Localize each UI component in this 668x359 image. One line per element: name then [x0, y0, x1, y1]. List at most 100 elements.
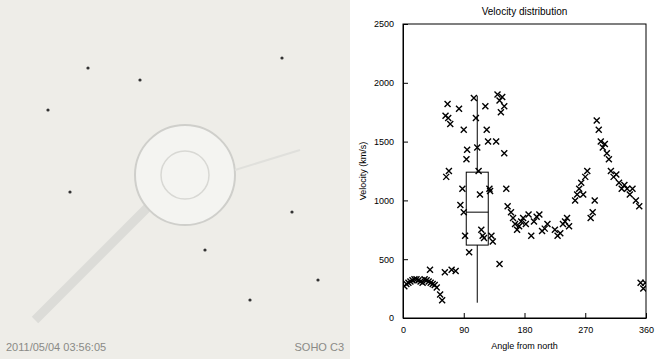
- data-point: [484, 127, 490, 133]
- y-axis-line: [403, 25, 404, 319]
- star: [280, 56, 283, 59]
- data-point: [613, 172, 619, 178]
- data-point: [490, 239, 496, 245]
- y-tick-label: 500: [379, 255, 394, 265]
- data-point: [446, 168, 452, 174]
- data-point: [633, 197, 639, 203]
- x-tick-label: 360: [639, 325, 654, 335]
- data-point: [485, 139, 491, 145]
- data-point: [624, 186, 630, 192]
- y-tick-mark: [403, 142, 408, 143]
- x-tick-mark: [646, 313, 647, 318]
- star: [68, 190, 71, 193]
- x-tick-mark: [525, 313, 526, 318]
- data-point: [498, 109, 504, 115]
- data-point: [582, 174, 588, 180]
- data-point: [493, 139, 499, 145]
- y-tick-mark: [403, 24, 408, 25]
- data-point: [462, 233, 468, 239]
- star: [86, 66, 89, 69]
- data-point: [453, 268, 459, 274]
- x-tick-mark: [585, 313, 586, 318]
- star: [290, 210, 293, 213]
- x-tick-label: 270: [578, 325, 593, 335]
- data-point: [464, 147, 470, 153]
- y-tick-mark: [403, 200, 408, 201]
- x-tick: 180: [517, 313, 532, 335]
- data-point: [503, 186, 509, 192]
- data-point: [471, 95, 477, 101]
- data-point: [642, 280, 646, 286]
- data-point: [445, 101, 451, 107]
- chart-title: Velocity distribution: [482, 6, 568, 17]
- data-point: [501, 150, 507, 156]
- data-point: [608, 168, 614, 174]
- data-point: [596, 127, 602, 133]
- sun-outline: [161, 151, 209, 199]
- data-point: [578, 180, 584, 186]
- box-median: [466, 212, 488, 213]
- data-point: [447, 121, 453, 127]
- y-tick-label: 0: [389, 313, 394, 323]
- plot-marks: [403, 92, 646, 304]
- data-point: [427, 267, 433, 273]
- y-tick-label: 1000: [374, 196, 394, 206]
- y-tick: 0: [389, 313, 408, 323]
- data-point: [557, 230, 563, 236]
- occulter-disk: [135, 125, 235, 225]
- y-tick: 1000: [374, 196, 408, 206]
- data-point: [437, 291, 443, 297]
- image-ground: [0, 0, 350, 359]
- y-tick: 1500: [374, 137, 408, 147]
- streamer: [235, 150, 300, 170]
- data-point: [501, 103, 507, 109]
- data-point: [528, 233, 534, 239]
- data-point: [564, 215, 570, 221]
- data-point: [478, 227, 484, 233]
- data-point: [640, 286, 646, 292]
- data-point: [482, 103, 488, 109]
- data-point: [505, 203, 511, 209]
- data-point: [627, 192, 633, 198]
- data-point: [574, 192, 580, 198]
- upper-whisker: [477, 96, 478, 172]
- data-point: [497, 261, 503, 267]
- data-point: [473, 115, 479, 121]
- data-point: [544, 221, 550, 227]
- instrument: SOHO C3: [294, 341, 344, 353]
- data-point: [523, 221, 529, 227]
- data-point: [463, 156, 469, 162]
- x-tick-mark: [464, 313, 465, 318]
- x-tick-label: 180: [517, 325, 532, 335]
- y-tick-label: 2500: [374, 19, 394, 29]
- data-point: [606, 156, 612, 162]
- data-point: [584, 168, 590, 174]
- data-point: [457, 202, 463, 208]
- data-point: [602, 141, 608, 147]
- data-point: [434, 284, 440, 290]
- data-point: [442, 269, 448, 275]
- y-axis-title: Velocity (km/s): [358, 142, 368, 201]
- y-axis: 0 500 1000 1500 2000 2500: [374, 19, 408, 323]
- x-tick-label: 90: [459, 325, 469, 335]
- star: [248, 298, 251, 301]
- y-tick-mark: [403, 259, 408, 260]
- data-point: [459, 186, 465, 192]
- x-tick: 90: [459, 313, 469, 335]
- data-point: [488, 233, 494, 239]
- data-point: [499, 94, 505, 100]
- star: [203, 248, 206, 251]
- star: [46, 108, 49, 111]
- figure: 2011/05/04 03:56:05 SOHO C3 0 90 180 270 360 0 5…: [0, 0, 668, 359]
- x-tick-label: 0: [401, 325, 406, 335]
- data-point: [520, 215, 526, 221]
- timestamp: 2011/05/04 03:56:05: [6, 341, 106, 353]
- star: [138, 78, 141, 81]
- y-tick-label: 2000: [374, 78, 394, 88]
- data-point: [456, 106, 462, 112]
- box-body: [466, 172, 488, 245]
- data-point: [526, 212, 532, 218]
- y-tick-mark: [403, 318, 408, 319]
- data-point: [476, 168, 482, 174]
- data-point: [439, 297, 445, 303]
